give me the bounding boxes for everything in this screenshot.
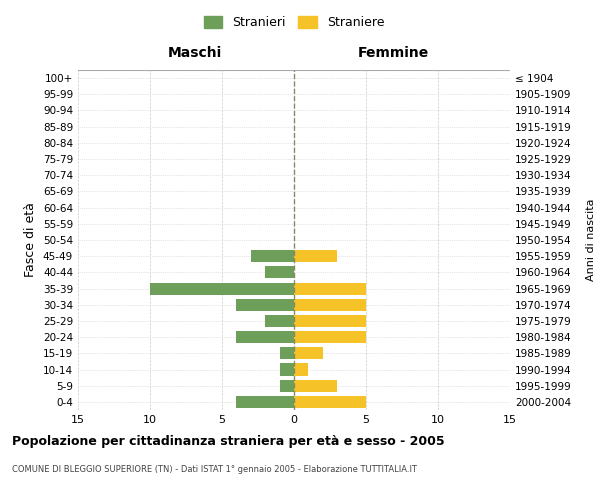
- Bar: [294, 348, 323, 360]
- Bar: [236, 396, 294, 408]
- Text: Femmine: Femmine: [358, 46, 429, 60]
- Bar: [265, 266, 294, 278]
- Bar: [236, 298, 294, 311]
- Bar: [280, 380, 294, 392]
- Bar: [150, 282, 294, 294]
- Bar: [251, 250, 294, 262]
- Legend: Stranieri, Straniere: Stranieri, Straniere: [199, 11, 389, 34]
- Text: Maschi: Maschi: [167, 46, 222, 60]
- Bar: [294, 282, 366, 294]
- Bar: [294, 364, 308, 376]
- Bar: [294, 396, 366, 408]
- Bar: [280, 348, 294, 360]
- Bar: [294, 250, 337, 262]
- Y-axis label: Anni di nascita: Anni di nascita: [586, 198, 596, 281]
- Text: COMUNE DI BLEGGIO SUPERIORE (TN) - Dati ISTAT 1° gennaio 2005 - Elaborazione TUT: COMUNE DI BLEGGIO SUPERIORE (TN) - Dati …: [12, 465, 417, 474]
- Bar: [294, 298, 366, 311]
- Bar: [294, 380, 337, 392]
- Bar: [265, 315, 294, 327]
- Bar: [294, 315, 366, 327]
- Bar: [280, 364, 294, 376]
- Bar: [236, 331, 294, 343]
- Text: Popolazione per cittadinanza straniera per età e sesso - 2005: Popolazione per cittadinanza straniera p…: [12, 435, 445, 448]
- Y-axis label: Fasce di età: Fasce di età: [25, 202, 37, 278]
- Bar: [294, 331, 366, 343]
